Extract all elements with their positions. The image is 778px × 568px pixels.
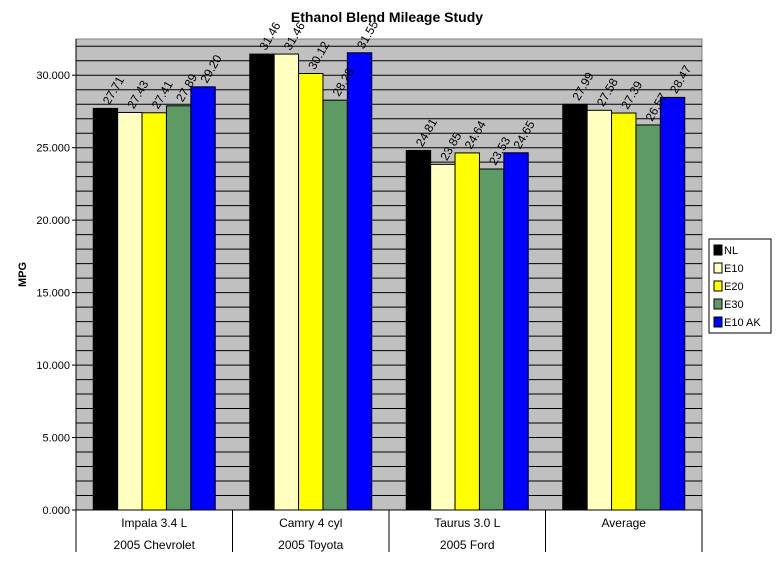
x-category-label: Taurus 3.0 L bbox=[434, 516, 500, 530]
x-category-label: Camry 4 cyl bbox=[279, 516, 342, 530]
bar bbox=[562, 103, 588, 511]
bar bbox=[635, 124, 661, 511]
legend-swatch bbox=[713, 316, 723, 328]
bar bbox=[165, 105, 192, 511]
bar bbox=[273, 53, 300, 511]
legend-swatch bbox=[713, 244, 723, 256]
bar bbox=[190, 86, 216, 511]
bar bbox=[659, 96, 686, 511]
bar bbox=[405, 149, 432, 511]
bar bbox=[322, 99, 348, 511]
legend-entry: E10 bbox=[724, 263, 744, 275]
legend-swatch bbox=[713, 262, 723, 274]
x-category-label: Impala 3.4 L bbox=[121, 516, 187, 530]
y-tick-label: 30.000 bbox=[36, 70, 70, 82]
bar bbox=[454, 152, 480, 511]
legend-swatch bbox=[713, 298, 723, 310]
legend: NL E10 E20 E30 E10 AK bbox=[708, 238, 772, 334]
legend-entry: E20 bbox=[724, 281, 744, 293]
x-axis: Impala 3.4 L 2005 Chevrolet Camry 4 cyl 200… bbox=[75, 509, 703, 552]
x-category-label: Average bbox=[602, 516, 647, 530]
bar bbox=[503, 152, 529, 511]
bar bbox=[586, 109, 613, 511]
bar bbox=[611, 112, 637, 511]
y-axis-label: MPG bbox=[17, 262, 29, 287]
legend-entry: E30 bbox=[724, 299, 744, 311]
x-group-label: 2005 Ford bbox=[440, 538, 495, 552]
y-tick-label: 0.000 bbox=[42, 505, 70, 517]
y-tick-label: 5.000 bbox=[42, 433, 70, 445]
legend-entry: E10 AK bbox=[724, 317, 761, 329]
bars bbox=[92, 52, 686, 511]
bar bbox=[117, 111, 143, 511]
bar bbox=[478, 168, 505, 511]
x-group-label: 2005 Chevrolet bbox=[114, 538, 196, 552]
y-axis-ticks: 0.000 5.000 10.000 15.000 20.000 25.000 30.000 bbox=[36, 39, 77, 517]
legend-entry: NL bbox=[724, 245, 738, 257]
bar bbox=[141, 112, 167, 511]
x-group-label: 2005 Toyota bbox=[278, 538, 343, 552]
bar bbox=[92, 107, 119, 511]
bar bbox=[249, 53, 275, 511]
y-tick-label: 15.000 bbox=[36, 288, 70, 300]
y-tick-label: 10.000 bbox=[36, 360, 70, 372]
y-tick-label: 20.000 bbox=[36, 215, 70, 227]
bar bbox=[430, 163, 456, 511]
bar bbox=[346, 52, 373, 511]
y-tick-label: 25.000 bbox=[36, 143, 70, 155]
bar bbox=[298, 72, 324, 511]
chart-title: Ethanol Blend Mileage Study bbox=[291, 9, 483, 25]
legend-swatch bbox=[713, 280, 723, 292]
